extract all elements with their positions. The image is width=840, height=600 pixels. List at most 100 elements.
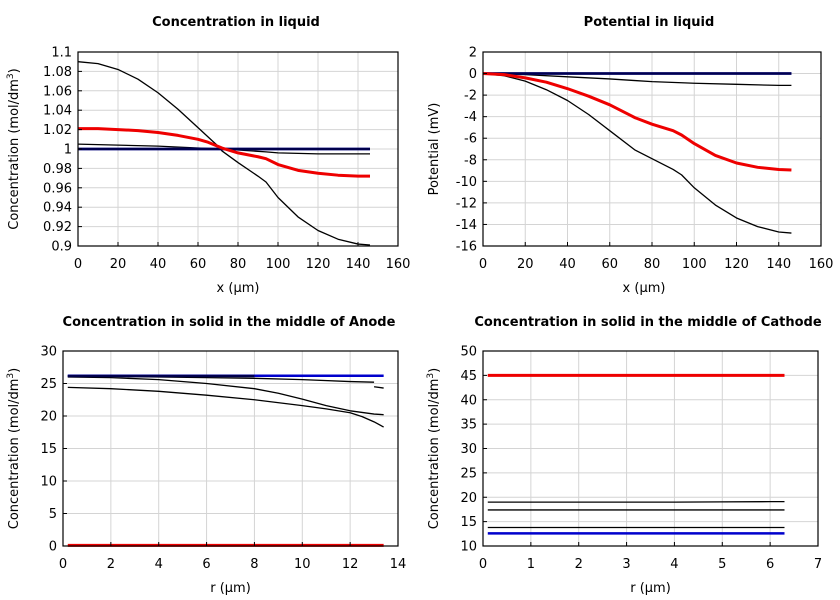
y-tick-label: 10 xyxy=(460,540,477,555)
series-line-4 xyxy=(78,127,370,178)
y-tick-label: 1.02 xyxy=(43,123,72,138)
series-line-0 xyxy=(482,72,792,234)
x-tick-label: 20 xyxy=(110,257,127,272)
y-tick-label: 0.92 xyxy=(43,220,72,235)
y-tick-label: 25 xyxy=(40,377,57,392)
chart-title: Potential in liquid xyxy=(584,15,715,30)
x-tick-label: 100 xyxy=(266,257,291,272)
x-tick-label: 10 xyxy=(294,557,311,572)
y-tick-label: -10 xyxy=(456,175,477,190)
x-tick-label: 6 xyxy=(766,557,774,572)
y-tick-label: -14 xyxy=(456,218,477,233)
x-axis-label: x (µm) xyxy=(623,281,666,296)
x-axis-label: x (µm) xyxy=(217,281,260,296)
series-line-1 xyxy=(482,72,792,87)
y-axis-label: Concentration (mol/dm3) xyxy=(426,368,442,530)
y-axis-label-superscript: 3 xyxy=(6,373,16,379)
y-tick-label: 25 xyxy=(460,466,477,481)
x-tick-label: 120 xyxy=(306,257,331,272)
x-tick-label: 40 xyxy=(559,257,576,272)
y-axis-label-main: Concentration (mol/dm xyxy=(7,79,22,230)
y-tick-label: -2 xyxy=(464,89,477,104)
y-axis-label-tail: ) xyxy=(427,368,442,373)
y-tick-label: 0.96 xyxy=(43,181,72,196)
y-tick-label: -12 xyxy=(456,196,477,211)
x-tick-label: 2 xyxy=(107,557,115,572)
x-tick-label: 100 xyxy=(682,257,707,272)
y-tick-label: 1.08 xyxy=(43,65,72,80)
y-tick-label: 1 xyxy=(64,143,72,158)
chart-title: Concentration in liquid xyxy=(152,15,320,30)
x-tick-label: 40 xyxy=(150,257,167,272)
y-axis-label: Potential (mV) xyxy=(427,103,442,196)
y-tick-label: 0.94 xyxy=(43,201,72,216)
x-tick-label: 80 xyxy=(230,257,247,272)
y-tick-label: 2 xyxy=(469,46,477,61)
x-tick-label: 120 xyxy=(724,257,749,272)
y-axis-label-main: Potential (mV) xyxy=(427,103,442,196)
y-tick-label: 40 xyxy=(460,393,477,408)
x-tick-label: 160 xyxy=(809,257,834,272)
series-line-0 xyxy=(77,61,371,246)
y-axis-label-main: Concentration (mol/dm xyxy=(427,379,442,530)
x-tick-label: 4 xyxy=(155,557,163,572)
y-tick-label: 1.04 xyxy=(43,104,72,119)
y-tick-label: 1.06 xyxy=(43,84,72,99)
series-line-4 xyxy=(482,72,792,172)
y-tick-label: 20 xyxy=(40,410,57,425)
x-tick-label: 0 xyxy=(479,557,487,572)
y-tick-label: 0 xyxy=(469,67,477,82)
y-tick-label: 30 xyxy=(460,442,477,457)
y-axis-label-tail: ) xyxy=(7,68,22,73)
y-tick-label: 15 xyxy=(460,515,477,530)
x-tick-label: 80 xyxy=(644,257,661,272)
y-axis-label-tail: ) xyxy=(7,368,22,373)
y-tick-label: 20 xyxy=(460,491,477,506)
y-axis-label: Concentration (mol/dm3) xyxy=(6,68,22,230)
series-line-3 xyxy=(373,386,384,389)
chart-title: Concentration in solid in the middle of … xyxy=(474,315,822,330)
x-tick-label: 160 xyxy=(386,257,411,272)
y-tick-label: 1.1 xyxy=(51,46,72,61)
x-tick-label: 60 xyxy=(601,257,618,272)
y-axis-label-superscript: 3 xyxy=(6,73,16,79)
y-tick-label: 10 xyxy=(40,475,57,490)
x-tick-label: 5 xyxy=(718,557,726,572)
chart-concentration-solid-cathode: Concentration in solid in the middle of … xyxy=(426,315,822,596)
y-axis-label: Concentration (mol/dm3) xyxy=(6,368,22,530)
x-tick-label: 6 xyxy=(202,557,210,572)
x-tick-label: 0 xyxy=(59,557,67,572)
chart-title: Concentration in solid in the middle of … xyxy=(63,315,396,330)
x-tick-label: 60 xyxy=(190,257,207,272)
x-tick-label: 12 xyxy=(342,557,359,572)
y-tick-label: 15 xyxy=(40,442,57,457)
y-tick-label: -8 xyxy=(464,153,477,168)
x-axis-label: r (µm) xyxy=(630,581,671,596)
y-tick-label: 50 xyxy=(460,345,477,360)
x-tick-label: 7 xyxy=(814,557,822,572)
x-tick-label: 140 xyxy=(766,257,791,272)
x-tick-label: 8 xyxy=(250,557,258,572)
y-tick-label: -6 xyxy=(464,132,477,147)
x-tick-label: 3 xyxy=(622,557,630,572)
x-tick-label: 14 xyxy=(390,557,407,572)
y-tick-label: 0.9 xyxy=(51,240,72,255)
y-tick-label: -4 xyxy=(464,110,477,125)
chart-concentration-solid-anode: Concentration in solid in the middle of … xyxy=(6,315,406,596)
x-tick-label: 0 xyxy=(479,257,487,272)
y-tick-label: 0.98 xyxy=(43,162,72,177)
y-tick-label: 45 xyxy=(460,369,477,384)
y-tick-label: -16 xyxy=(456,240,477,255)
x-tick-label: 2 xyxy=(575,557,583,572)
x-tick-label: 4 xyxy=(670,557,678,572)
chart-concentration-liquid: Concentration in liquid 0 20 40 60 80 100 120 14… xyxy=(6,15,410,296)
x-axis-label: r (µm) xyxy=(210,581,251,596)
y-tick-label: 30 xyxy=(40,345,57,360)
series-line-2 xyxy=(67,386,384,428)
y-tick-label: 5 xyxy=(49,507,57,522)
y-axis-label-superscript: 3 xyxy=(426,373,436,379)
x-tick-label: 1 xyxy=(527,557,535,572)
x-tick-label: 20 xyxy=(517,257,534,272)
y-axis-label-main: Concentration (mol/dm xyxy=(7,379,22,530)
